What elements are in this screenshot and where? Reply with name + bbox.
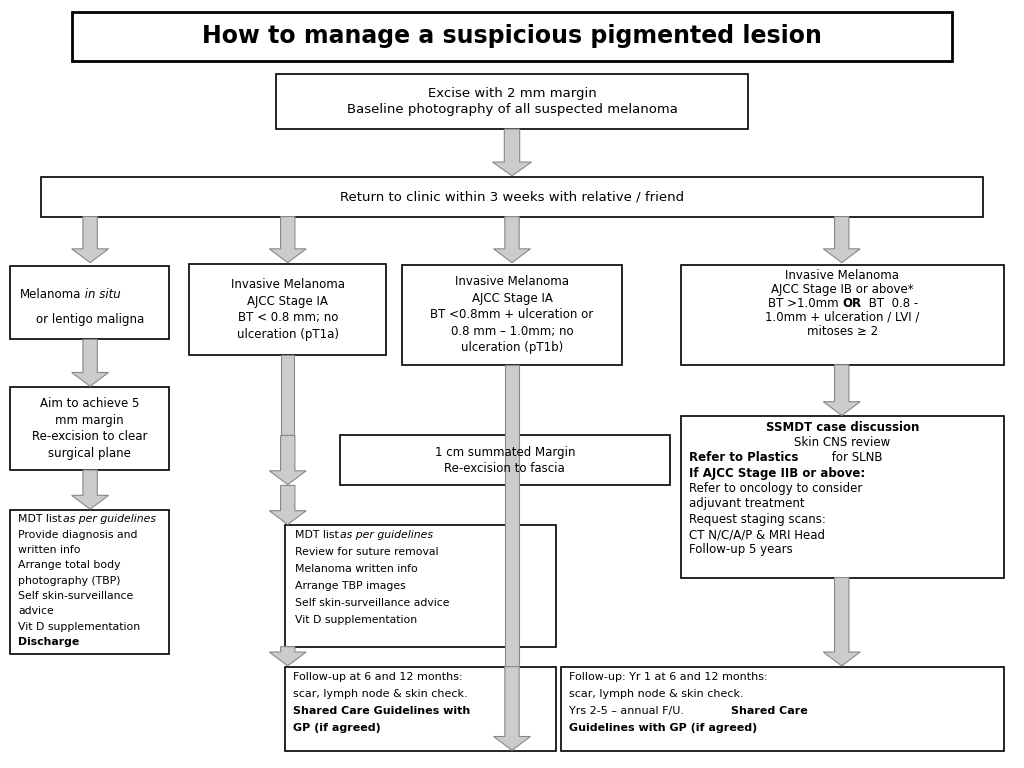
Text: as per guidelines: as per guidelines [340,530,433,541]
Polygon shape [494,217,530,263]
Polygon shape [823,578,860,666]
Text: Shared Care Guidelines with: Shared Care Guidelines with [293,706,470,717]
Text: Invasive Melanoma
AJCC Stage IA
BT < 0.8 mm; no
ulceration (pT1a): Invasive Melanoma AJCC Stage IA BT < 0.8… [230,278,345,341]
Polygon shape [269,435,306,485]
Text: Guidelines with GP (if agreed): Guidelines with GP (if agreed) [569,723,758,733]
Bar [72,12,952,61]
Text: Self skin-surveillance: Self skin-surveillance [18,591,134,601]
Text: Follow-up 5 years: Follow-up 5 years [689,544,793,556]
Text: 1 cm summated Margin
Re-excision to fascia: 1 cm summated Margin Re-excision to fasc… [434,445,575,475]
Text: OR: OR [842,297,861,310]
Bar [561,667,1004,751]
Bar [681,265,1004,365]
Text: Arrange TBP images: Arrange TBP images [295,581,406,591]
Text: Provide diagnosis and: Provide diagnosis and [18,529,138,540]
Bar [10,266,169,339]
Text: Discharge: Discharge [18,637,80,647]
Polygon shape [269,647,306,666]
Bar [10,510,169,654]
Text: If AJCC Stage IIB or above:: If AJCC Stage IIB or above: [689,467,865,479]
Bar [281,355,295,435]
Text: Vit D supplementation: Vit D supplementation [295,614,417,625]
Text: as per guidelines: as per guidelines [63,514,157,525]
Bar [506,365,518,667]
Text: Aim to achieve 5
mm margin
Re-excision to clear
surgical plane: Aim to achieve 5 mm margin Re-excision t… [32,397,147,460]
Text: Invasive Melanoma: Invasive Melanoma [785,270,899,282]
Text: Refer to Plastics: Refer to Plastics [689,452,799,464]
Text: Follow-up at 6 and 12 months:: Follow-up at 6 and 12 months: [293,672,463,683]
Bar [285,667,556,751]
Bar [189,264,386,355]
Polygon shape [494,667,530,750]
Text: Follow-up: Yr 1 at 6 and 12 months:: Follow-up: Yr 1 at 6 and 12 months: [569,672,768,683]
Text: CT N/C/A/P & MRI Head: CT N/C/A/P & MRI Head [689,528,825,541]
Text: AJCC Stage IB or above*: AJCC Stage IB or above* [771,283,913,296]
Text: scar, lymph node & skin check.: scar, lymph node & skin check. [293,689,468,700]
Bar [41,177,983,217]
Polygon shape [493,129,531,176]
Text: in situ: in situ [81,289,121,301]
Bar [276,74,748,129]
Bar [402,265,622,365]
Text: or lentigo maligna: or lentigo maligna [36,313,144,326]
Text: Invasive Melanoma
AJCC Stage IA
BT <0.8mm + ulceration or
0.8 mm – 1.0mm; no
ulc: Invasive Melanoma AJCC Stage IA BT <0.8m… [430,276,594,354]
Polygon shape [823,365,860,415]
Text: Refer to oncology to consider: Refer to oncology to consider [689,482,862,495]
Text: Shared Care: Shared Care [731,706,808,717]
Text: photography (TBP): photography (TBP) [18,575,121,586]
Text: Return to clinic within 3 weeks with relative / friend: Return to clinic within 3 weeks with rel… [340,190,684,203]
Text: 1.0mm + ulceration / LVI /: 1.0mm + ulceration / LVI / [765,311,920,323]
Text: Vit D supplementation: Vit D supplementation [18,621,140,632]
Bar [681,416,1004,578]
Text: advice: advice [18,606,54,617]
Text: Yrs 2-5 – annual F/U.: Yrs 2-5 – annual F/U. [569,706,688,717]
Text: Melanoma: Melanoma [19,289,81,301]
Polygon shape [72,217,109,263]
Text: Melanoma written info: Melanoma written info [295,564,418,574]
Text: BT  0.8 -: BT 0.8 - [864,297,919,310]
Polygon shape [269,485,306,525]
Bar [340,435,670,485]
Bar [285,525,556,647]
Text: written info: written info [18,545,81,555]
Bar [10,387,169,470]
Text: Review for suture removal: Review for suture removal [295,547,438,558]
Text: How to manage a suspicious pigmented lesion: How to manage a suspicious pigmented les… [202,24,822,48]
Polygon shape [72,470,109,509]
Text: Self skin-surveillance advice: Self skin-surveillance advice [295,598,450,608]
Text: SSMDT case discussion: SSMDT case discussion [766,421,919,433]
Text: Skin CNS review: Skin CNS review [795,436,890,449]
Text: MDT list: MDT list [18,514,66,525]
Text: Request staging scans:: Request staging scans: [689,513,826,525]
Polygon shape [823,217,860,263]
Text: for SLNB: for SLNB [828,452,883,464]
Text: scar, lymph node & skin check.: scar, lymph node & skin check. [569,689,744,700]
Text: mitoses ≥ 2: mitoses ≥ 2 [807,325,878,337]
Text: adjuvant treatment: adjuvant treatment [689,498,805,510]
Text: GP (if agreed): GP (if agreed) [293,723,381,733]
Polygon shape [72,339,109,386]
Polygon shape [269,217,306,263]
Text: MDT list: MDT list [295,530,342,541]
Text: Arrange total body: Arrange total body [18,560,121,571]
Text: Excise with 2 mm margin
Baseline photography of all suspected melanoma: Excise with 2 mm margin Baseline photogr… [346,87,678,116]
Text: BT >1.0mm: BT >1.0mm [768,297,842,310]
